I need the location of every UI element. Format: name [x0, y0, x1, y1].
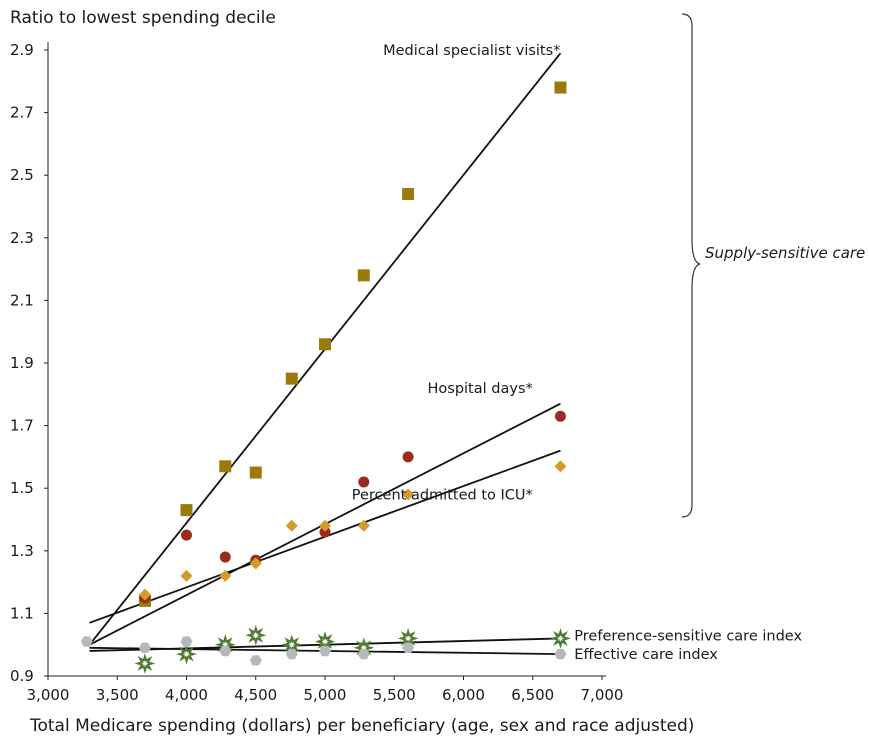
point-series-0-4	[285, 372, 298, 385]
point-series-0-8	[554, 81, 567, 94]
series-label-3: Preference-sensitive care index	[574, 628, 802, 644]
point-series-4-6	[319, 645, 331, 657]
x-tick-label: 5,500	[373, 686, 416, 704]
point-series-1-5	[358, 476, 370, 488]
point-series-1-6	[402, 451, 414, 463]
x-axis-title: Total Medicare spending (dollars) per be…	[30, 716, 695, 736]
supply-sensitive-care-label: Supply-sensitive care	[705, 244, 866, 262]
y-tick-label: 2.1	[10, 291, 34, 309]
point-series-2-8	[554, 460, 567, 473]
point-series-4-9	[554, 648, 567, 660]
supply-sensitive-bracket	[681, 13, 701, 518]
y-tick-label: 2.3	[10, 229, 34, 247]
point-series-1-4	[319, 526, 331, 538]
x-tick-label: 6,000	[442, 686, 485, 704]
point-series-4-2	[180, 636, 193, 647]
point-series-3-0	[134, 653, 156, 674]
point-series-0-1	[180, 504, 193, 517]
point-series-0-3	[249, 466, 262, 479]
y-tick-label: 1.5	[10, 479, 34, 497]
y-tick-label: 1.7	[10, 417, 34, 435]
x-tick-label: 4,500	[234, 686, 277, 704]
series-label-0: Medical specialist visits*	[383, 43, 560, 59]
point-series-1-2	[219, 551, 231, 563]
point-series-4-3	[219, 645, 232, 657]
point-series-2-2	[219, 569, 232, 582]
series-label-1: Hospital days*	[428, 381, 533, 397]
point-series-4-1	[138, 642, 151, 653]
point-series-1-7	[554, 410, 566, 422]
point-series-4-4	[249, 655, 262, 666]
x-tick-label: 5,000	[304, 686, 347, 704]
point-series-3-1	[176, 643, 197, 665]
point-series-0-2	[219, 460, 232, 473]
point-series-0-5	[319, 338, 331, 351]
x-tick-label: 3,000	[27, 686, 70, 704]
point-series-0-7	[402, 187, 415, 200]
point-series-4-0	[80, 636, 93, 647]
y-tick-label: 1.9	[10, 354, 34, 372]
y-tick-label: 1.3	[10, 542, 34, 560]
point-series-2-4	[285, 519, 298, 532]
point-series-3-8	[550, 627, 571, 649]
point-series-3-3	[245, 624, 267, 646]
point-series-2-0	[138, 588, 151, 601]
point-series-4-7	[357, 648, 370, 660]
x-tick-label: 4,000	[165, 686, 208, 704]
y-axis-title: Ratio to lowest spending decile	[10, 8, 276, 28]
point-series-2-3	[249, 557, 262, 570]
point-series-4-8	[402, 642, 415, 653]
y-tick-label: 1.1	[10, 604, 34, 622]
point-series-1-1	[181, 529, 192, 541]
point-series-2-5	[319, 519, 331, 532]
series-label-2: Percent admitted to ICU*	[352, 487, 533, 503]
point-series-2-6	[357, 519, 370, 532]
x-tick-label: 7,000	[581, 686, 624, 704]
y-tick-label: 0.9	[10, 667, 34, 685]
series-label-4: Effective care index	[574, 647, 718, 663]
point-series-4-5	[285, 648, 298, 660]
y-tick-label: 2.5	[10, 166, 34, 184]
x-tick-label: 6,500	[511, 686, 554, 704]
point-series-0-6	[357, 269, 370, 282]
y-tick-label: 2.9	[10, 41, 34, 59]
y-tick-label: 2.7	[10, 104, 34, 122]
point-series-2-7	[402, 488, 415, 501]
point-series-2-1	[180, 569, 193, 582]
x-tick-label: 3,500	[96, 686, 139, 704]
